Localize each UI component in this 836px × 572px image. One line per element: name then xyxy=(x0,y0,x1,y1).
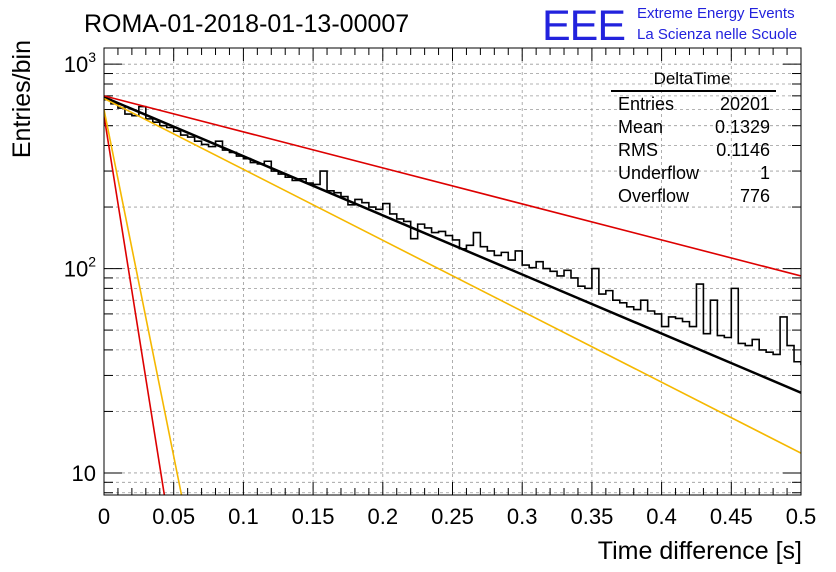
x-tick-label: 0.1 xyxy=(228,504,259,529)
fit-line-3 xyxy=(104,115,166,495)
logo-line-1: Extreme Energy Events xyxy=(637,5,795,22)
x-tick-label: 0 xyxy=(98,504,110,529)
stats-label: Mean xyxy=(618,117,663,137)
fit-line-1 xyxy=(104,95,801,277)
stats-value: 20201 xyxy=(720,94,770,114)
y-axis-label: Entries/bin xyxy=(8,40,36,158)
y-tick-label: 102 xyxy=(64,254,96,282)
eee-logo: EEE xyxy=(542,2,625,50)
stats-box: DeltaTime Entries 20201 Mean 0.1329 RMS 0.114… xyxy=(611,69,776,206)
stats-value: 1 xyxy=(760,163,770,183)
x-axis-label: Time difference [s] xyxy=(598,537,802,565)
plot-frame xyxy=(103,47,802,496)
fit-line-2 xyxy=(104,97,801,454)
y-tick-labels: 10 102 103 xyxy=(64,49,96,486)
x-tick-label: 0.45 xyxy=(710,504,753,529)
stats-label: Entries xyxy=(618,94,674,114)
fit-line-0 xyxy=(104,95,801,394)
x-tick-labels: 0 0.05 0.1 0.15 0.2 0.25 0.3 0.35 0.4 0.45 0.5 xyxy=(98,504,816,529)
logo-line-2: La Scienza nelle Scuole xyxy=(637,26,797,43)
y-tick-label: 103 xyxy=(64,49,96,77)
x-tick-label: 0.05 xyxy=(152,504,195,529)
stats-label: Overflow xyxy=(618,186,690,206)
grid xyxy=(104,48,801,495)
y-tick-label: 10 xyxy=(72,461,96,486)
x-tick-label: 0.5 xyxy=(786,504,817,529)
chart-title: ROMA-01-2018-01-13-00007 xyxy=(84,10,409,38)
x-tick-label: 0.35 xyxy=(570,504,613,529)
fit-lines xyxy=(104,95,801,495)
fit-line-4 xyxy=(104,109,183,495)
stats-label: Underflow xyxy=(618,163,700,183)
x-tick-label: 0.2 xyxy=(368,504,399,529)
stats-label: RMS xyxy=(618,140,658,160)
x-tick-label: 0.15 xyxy=(292,504,335,529)
stats-header: DeltaTime xyxy=(654,69,731,88)
x-tick-label: 0.25 xyxy=(431,504,474,529)
stats-value: 0.1329 xyxy=(715,117,770,137)
stats-value: 776 xyxy=(740,186,770,206)
histogram xyxy=(104,98,801,366)
x-tick-label: 0.4 xyxy=(646,504,677,529)
histogram-line xyxy=(104,98,801,366)
x-tick-label: 0.3 xyxy=(507,504,538,529)
stats-value: 0.1146 xyxy=(716,140,770,160)
